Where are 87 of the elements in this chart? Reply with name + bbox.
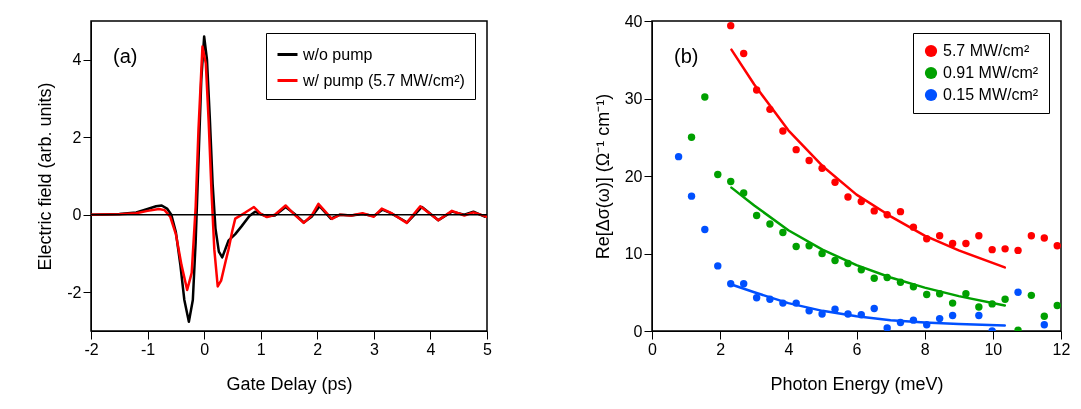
point <box>779 228 787 237</box>
x-tick-label: 12 <box>1052 340 1071 358</box>
point <box>831 256 839 265</box>
x-axis-title: Gate Delay (ps) <box>226 373 353 394</box>
point <box>739 49 748 58</box>
x-tick-label: 1 <box>256 340 266 358</box>
point <box>975 231 983 240</box>
y-tick-label: 2 <box>72 128 82 146</box>
x-tick-label: -2 <box>84 340 99 358</box>
y-tick-label: -2 <box>67 283 82 301</box>
point <box>870 274 878 282</box>
point <box>870 304 878 313</box>
point <box>792 242 800 251</box>
point <box>727 177 735 186</box>
x-tick-label: 8 <box>920 340 930 358</box>
y-tick-label: 4 <box>72 51 82 69</box>
point <box>714 262 722 270</box>
y-tick-label: 30 <box>624 90 643 107</box>
point <box>975 311 983 320</box>
x-tick-label: 2 <box>313 340 323 358</box>
x-tick-label: 4 <box>426 340 436 358</box>
y-axis-title: Re[Δσ(ω)] (Ω⁻¹ cm⁻¹) <box>592 93 613 260</box>
point <box>975 303 983 311</box>
x-tick-label: 3 <box>369 340 379 358</box>
point <box>1014 288 1022 296</box>
point <box>752 293 761 302</box>
point <box>831 305 839 313</box>
x-tick-label: 6 <box>852 340 862 358</box>
x-axis-title: Photon Energy (meV) <box>770 373 944 394</box>
point <box>766 220 774 228</box>
legend-label: w/o pump <box>302 45 373 63</box>
point <box>1053 242 1061 250</box>
point <box>1027 231 1036 240</box>
x-tick-label: 10 <box>984 340 1003 358</box>
point <box>870 207 878 215</box>
x-tick-label: 0 <box>648 340 658 358</box>
point <box>896 207 905 216</box>
point <box>1001 295 1009 303</box>
point <box>752 211 761 220</box>
point <box>701 93 709 101</box>
y-tick-label: 0 <box>633 322 643 340</box>
point <box>935 314 944 323</box>
point <box>988 245 996 254</box>
y-tick-label: 0 <box>72 206 82 224</box>
legend-label: 0.15 MW/cm² <box>943 86 1039 103</box>
y-tick-label: 40 <box>624 12 643 30</box>
point <box>1014 246 1022 255</box>
legend-label: 0.91 MW/cm² <box>943 64 1039 81</box>
point <box>687 133 696 141</box>
annotation: (a) <box>113 45 138 67</box>
point <box>948 299 957 307</box>
point <box>674 152 683 161</box>
y-tick-label: 10 <box>624 245 643 262</box>
point <box>1040 321 1049 329</box>
point <box>714 170 722 179</box>
point <box>1040 234 1049 242</box>
point <box>844 193 852 201</box>
point <box>883 324 891 331</box>
point <box>1040 312 1049 320</box>
point <box>727 21 735 30</box>
point <box>687 192 696 200</box>
point <box>1001 245 1009 253</box>
point <box>948 311 957 320</box>
point <box>792 145 800 154</box>
point <box>831 178 839 186</box>
point <box>805 156 813 165</box>
annotation: (b) <box>674 45 699 67</box>
point <box>962 239 970 248</box>
point <box>701 225 709 234</box>
legend-label: 5.7 MW/cm² <box>943 42 1030 59</box>
point <box>1027 291 1036 300</box>
point <box>923 290 931 299</box>
x-tick-label: 5 <box>483 340 493 358</box>
x-tick-label: 4 <box>784 340 794 358</box>
point <box>962 290 970 298</box>
point <box>779 127 787 135</box>
y-axis-title: Electric field (arb. units) <box>35 82 56 271</box>
point <box>935 231 944 240</box>
y-tick-label: 20 <box>624 167 643 185</box>
point <box>818 249 826 258</box>
point <box>1053 301 1061 310</box>
point <box>739 280 748 288</box>
legend-label: w/ pump (5.7 MW/cm²) <box>302 71 465 89</box>
x-tick-label: 0 <box>200 340 210 358</box>
point <box>948 239 957 248</box>
x-tick-label: 2 <box>716 340 726 358</box>
x-tick-label: -1 <box>140 340 156 358</box>
